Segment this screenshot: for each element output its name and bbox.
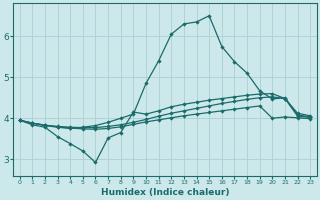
- X-axis label: Humidex (Indice chaleur): Humidex (Indice chaleur): [101, 188, 229, 197]
